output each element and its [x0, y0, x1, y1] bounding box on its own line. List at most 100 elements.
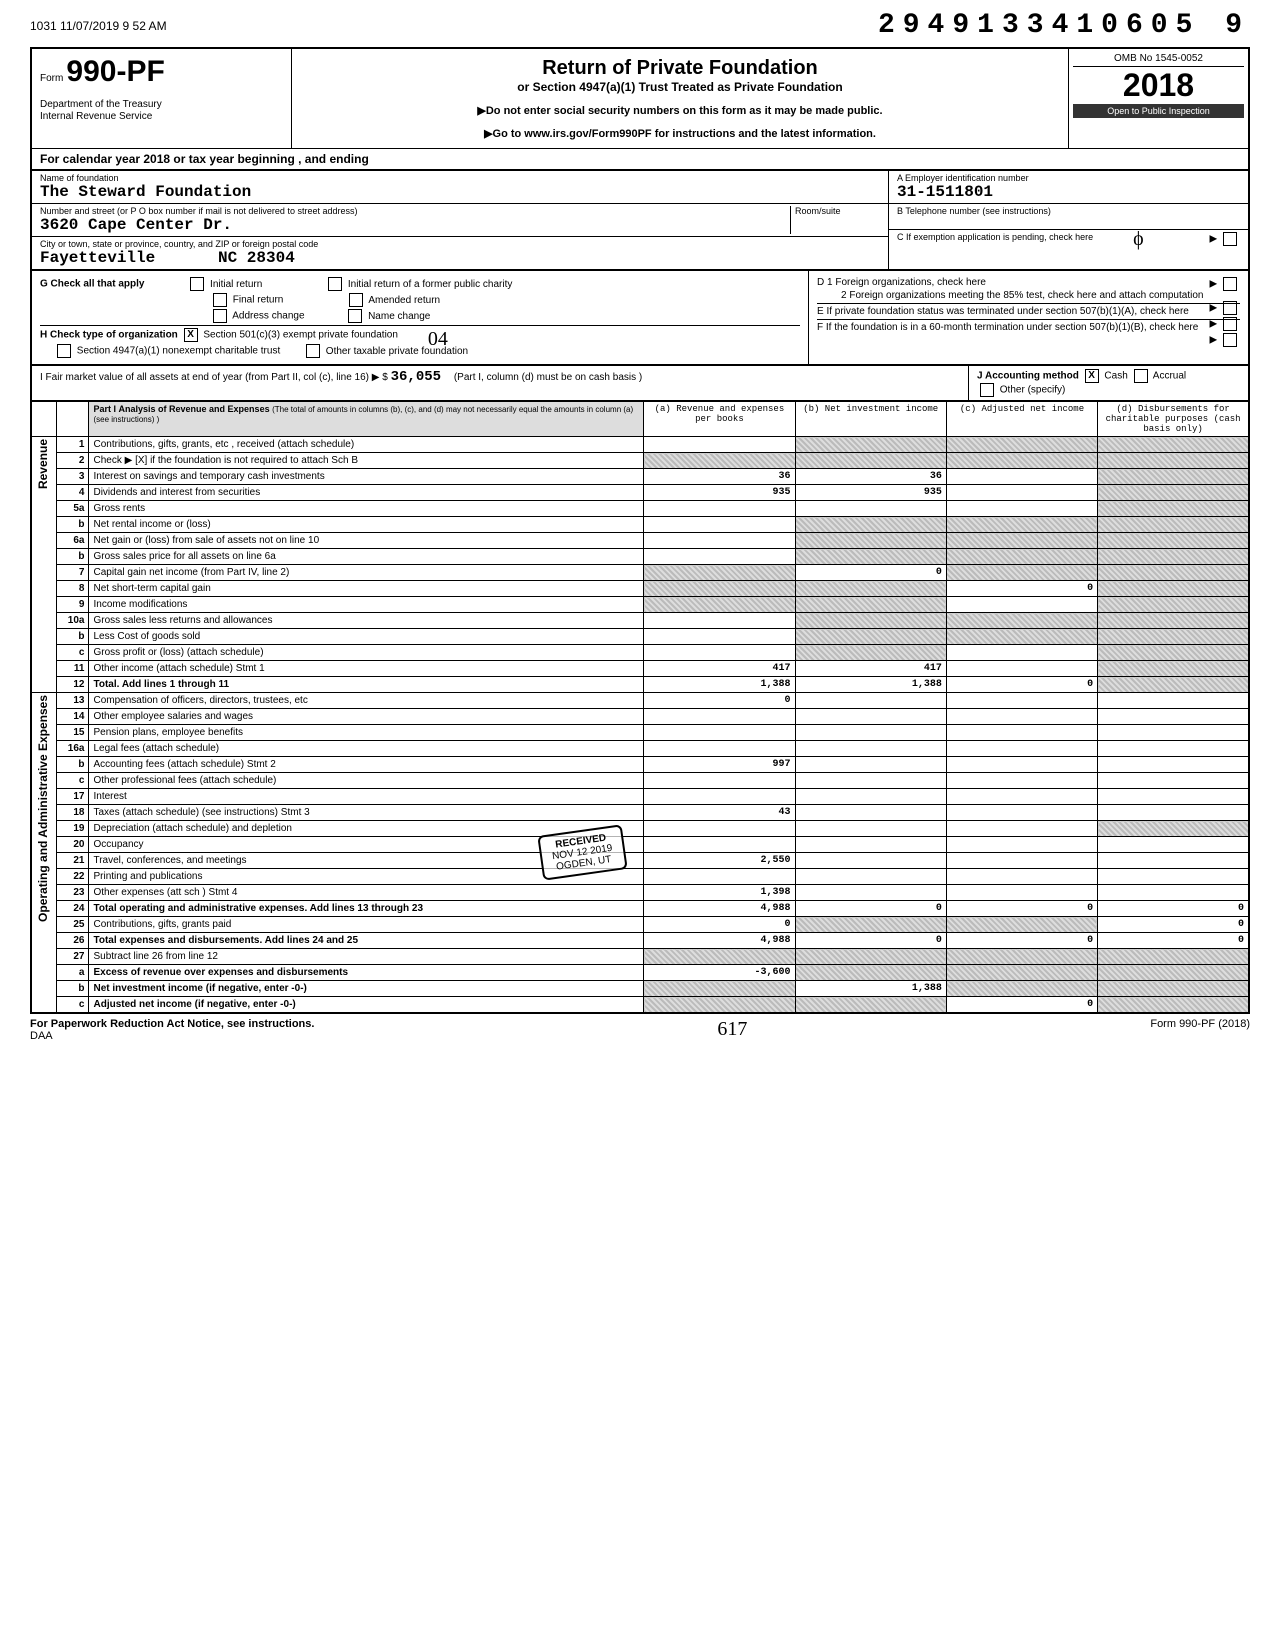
name-change-checkbox[interactable]: [348, 309, 362, 323]
cell-col-d: [1098, 549, 1249, 565]
initial-former-checkbox[interactable]: [328, 277, 342, 291]
cell-col-a: 935: [644, 485, 795, 501]
terminated-checkbox[interactable]: [1223, 317, 1237, 331]
60month-checkbox[interactable]: [1223, 333, 1237, 347]
table-row: 12Total. Add lines 1 through 111,3881,38…: [31, 677, 1249, 693]
line-number: 3: [56, 469, 89, 485]
line-description: Adjusted net income (if negative, enter …: [89, 997, 644, 1014]
cell-col-d: [1098, 661, 1249, 677]
line-description: Other employee salaries and wages: [89, 709, 644, 725]
cell-col-d: [1098, 645, 1249, 661]
initial-return-checkbox[interactable]: [190, 277, 204, 291]
cell-col-d: [1098, 741, 1249, 757]
line-description: Dividends and interest from securities: [89, 485, 644, 501]
cell-col-b: [795, 821, 946, 837]
line-number: 10a: [56, 613, 89, 629]
line-number: 16a: [56, 741, 89, 757]
line-description: Gross profit or (loss) (attach schedule): [89, 645, 644, 661]
cell-col-b: [795, 629, 946, 645]
cell-col-d: [1098, 501, 1249, 517]
cell-col-a: [644, 597, 795, 613]
dept-line-2: Internal Revenue Service: [40, 111, 283, 123]
paperwork-notice: For Paperwork Reduction Act Notice, see …: [30, 1018, 314, 1030]
form-reference: Form 990-PF (2018): [1150, 1018, 1250, 1042]
line-description: Accounting fees (attach schedule) Stmt 2: [89, 757, 644, 773]
cell-col-c: [946, 469, 1097, 485]
table-row: 23Other expenses (att sch ) Stmt 41,398: [31, 885, 1249, 901]
cell-col-a: [644, 869, 795, 885]
cell-col-a: [644, 773, 795, 789]
cell-col-b: [795, 965, 946, 981]
document-id: 2949133410605 9: [878, 10, 1250, 41]
street-address: 3620 Cape Center Dr.: [40, 216, 790, 234]
85pct-checkbox[interactable]: [1223, 301, 1237, 315]
line-number: 18: [56, 805, 89, 821]
cell-col-d: [1098, 469, 1249, 485]
cell-col-b: 417: [795, 661, 946, 677]
table-row: 16aLegal fees (attach schedule): [31, 741, 1249, 757]
line-description: Interest on savings and temporary cash i…: [89, 469, 644, 485]
line-number: 2: [56, 453, 89, 469]
cash-checkbox[interactable]: X: [1085, 369, 1099, 383]
city-label: City or town, state or province, country…: [40, 239, 880, 249]
cell-col-b: [795, 709, 946, 725]
cell-col-d: [1098, 805, 1249, 821]
final-return-checkbox[interactable]: [213, 293, 227, 307]
line-number: 19: [56, 821, 89, 837]
h-label: H Check type of organization: [40, 330, 178, 341]
cell-col-b: [795, 453, 946, 469]
print-timestamp: 1031 11/07/2019 9 52 AM: [30, 19, 167, 33]
line-number: b: [56, 517, 89, 533]
line-description: Check ▶ [X] if the foundation is not req…: [89, 453, 644, 469]
cell-col-c: [946, 485, 1097, 501]
year-block: OMB No 1545-0052 2018 Open to Public Ins…: [1068, 49, 1248, 148]
501c3-checkbox[interactable]: X: [184, 328, 198, 342]
line-number: 5a: [56, 501, 89, 517]
cell-col-a: [644, 981, 795, 997]
cell-col-c: [946, 789, 1097, 805]
e-label: E If private foundation status was termi…: [817, 306, 1189, 317]
table-row: 24Total operating and administrative exp…: [31, 901, 1249, 917]
table-row: cAdjusted net income (if negative, enter…: [31, 997, 1249, 1014]
line-number: 13: [56, 693, 89, 709]
table-row: 2Check ▶ [X] if the foundation is not re…: [31, 453, 1249, 469]
table-row: 8Net short-term capital gain0: [31, 581, 1249, 597]
cell-col-b: [795, 869, 946, 885]
line-number: 17: [56, 789, 89, 805]
cell-col-a: [644, 437, 795, 453]
accrual-checkbox[interactable]: [1134, 369, 1148, 383]
col-d-header: (d) Disbursements for charitable purpose…: [1098, 401, 1249, 437]
line-number: 27: [56, 949, 89, 965]
foundation-name: The Steward Foundation: [40, 183, 880, 201]
other-method-checkbox[interactable]: [980, 383, 994, 397]
cell-col-b: [795, 949, 946, 965]
address-change-checkbox[interactable]: [213, 309, 227, 323]
cell-col-a: [644, 709, 795, 725]
cell-col-d: [1098, 837, 1249, 853]
line-description: Other income (attach schedule) Stmt 1: [89, 661, 644, 677]
4947-checkbox[interactable]: [57, 344, 71, 358]
cell-col-a: [644, 629, 795, 645]
cell-col-a: [644, 549, 795, 565]
form-number: 990-PF: [66, 55, 164, 88]
other-taxable-checkbox[interactable]: [306, 344, 320, 358]
cell-col-a: 417: [644, 661, 795, 677]
cell-col-a: 1,388: [644, 677, 795, 693]
line-number: c: [56, 645, 89, 661]
cell-col-c: [946, 725, 1097, 741]
cell-col-c: [946, 821, 1097, 837]
cell-col-a: [644, 501, 795, 517]
amended-checkbox[interactable]: [349, 293, 363, 307]
line-description: Subtract line 26 from line 12: [89, 949, 644, 965]
cell-col-d: [1098, 581, 1249, 597]
line-description: Printing and publications: [89, 869, 644, 885]
calendar-year-row: For calendar year 2018 or tax year begin…: [30, 148, 1250, 169]
cell-col-c: [946, 869, 1097, 885]
cell-col-c: [946, 533, 1097, 549]
foreign-org-checkbox[interactable]: [1223, 277, 1237, 291]
cell-col-c: [946, 949, 1097, 965]
cell-col-a: [644, 837, 795, 853]
cell-col-d: [1098, 981, 1249, 997]
exemption-checkbox[interactable]: [1223, 232, 1237, 246]
cell-col-b: [795, 997, 946, 1014]
